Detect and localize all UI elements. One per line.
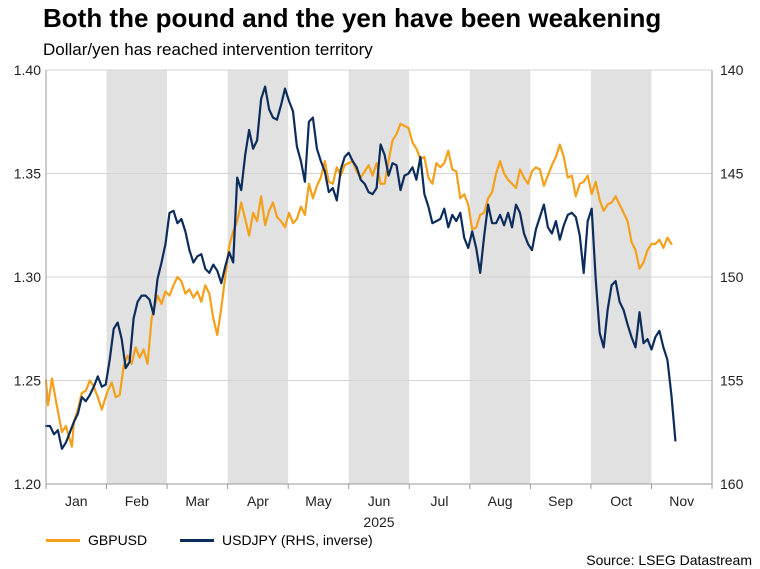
right-tick-label-140: 140 — [720, 62, 744, 78]
month-label-oct: Oct — [610, 493, 632, 509]
year-label: 2025 — [363, 514, 394, 530]
right-tick-label-155: 155 — [720, 373, 744, 389]
left-tick-label-1.25: 1.25 — [14, 373, 41, 389]
legend-item-usdjpy: USDJPY (RHS, inverse) — [180, 532, 373, 548]
month-label-sep: Sep — [548, 493, 573, 509]
month-label-apr: Apr — [247, 493, 269, 509]
legend-swatch-gbpusd — [46, 538, 80, 542]
month-label-jul: Jul — [431, 493, 449, 509]
left-tick-label-1.40: 1.40 — [14, 62, 41, 78]
left-tick-label-1.35: 1.35 — [14, 166, 41, 182]
month-label-may: May — [305, 493, 331, 509]
chart-title: Both the pound and the yen have been wea… — [43, 3, 662, 33]
month-label-jan: Jan — [65, 493, 88, 509]
source-note: Source: LSEG Datastream — [586, 552, 752, 568]
right-tick-label-160: 160 — [720, 476, 744, 492]
legend-swatch-usdjpy — [180, 538, 214, 542]
left-tick-label-1.20: 1.20 — [14, 476, 41, 492]
month-label-jun: Jun — [368, 493, 391, 509]
legend-label-gbpusd: GBPUSD — [88, 532, 148, 548]
month-label-aug: Aug — [488, 493, 513, 509]
month-label-feb: Feb — [125, 493, 149, 509]
right-tick-label-150: 150 — [720, 269, 744, 285]
chart-subtitle: Dollar/yen has reached intervention terr… — [43, 40, 373, 59]
series-line-usdjpy — [44, 85, 677, 450]
legend-item-gbpusd: GBPUSD — [46, 532, 147, 548]
left-tick-label-1.30: 1.30 — [14, 269, 41, 285]
month-label-mar: Mar — [185, 493, 209, 509]
month-label-nov: Nov — [669, 493, 694, 509]
right-tick-label-145: 145 — [720, 166, 744, 182]
legend-label-usdjpy: USDJPY (RHS, inverse) — [222, 532, 373, 548]
